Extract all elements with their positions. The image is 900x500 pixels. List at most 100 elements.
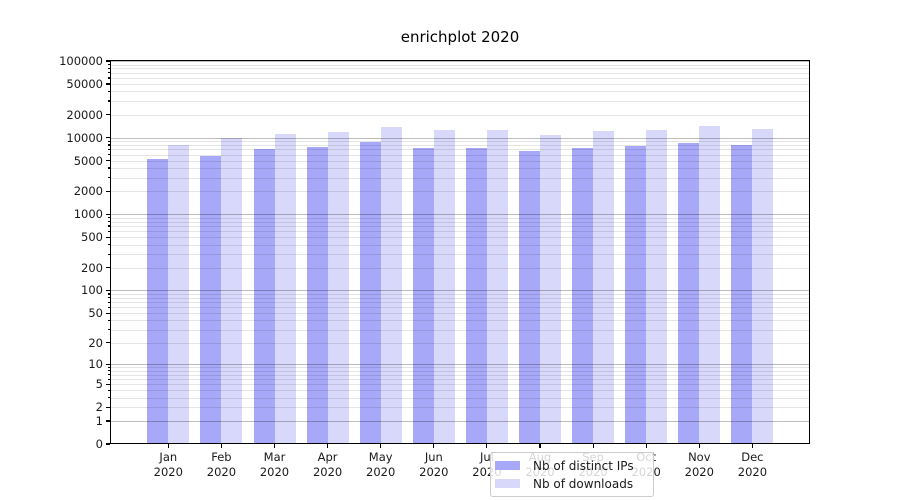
minor-gridline bbox=[110, 221, 810, 223]
y-minor-tick-mark bbox=[107, 144, 110, 146]
minor-gridline bbox=[110, 154, 810, 156]
minor-gridline bbox=[110, 191, 810, 193]
legend-label-downloads: Nb of downloads bbox=[533, 476, 634, 491]
minor-gridline bbox=[110, 374, 810, 376]
bar-distinct-ips bbox=[253, 148, 275, 444]
minor-gridline bbox=[110, 177, 810, 179]
bar-downloads bbox=[221, 137, 243, 444]
y-tick-label: 200 bbox=[81, 260, 103, 275]
y-tick-mark bbox=[106, 312, 110, 314]
minor-gridline bbox=[110, 91, 810, 93]
minor-gridline bbox=[110, 237, 810, 239]
y-tick-label: 5000 bbox=[73, 153, 103, 168]
y-minor-tick-mark bbox=[107, 329, 110, 331]
y-minor-tick-mark bbox=[107, 148, 110, 151]
bar-downloads bbox=[540, 134, 561, 444]
minor-gridline bbox=[110, 231, 810, 233]
minor-gridline bbox=[110, 367, 810, 369]
x-tick-label: Nov 2020 bbox=[684, 450, 714, 479]
y-minor-tick-mark bbox=[107, 67, 110, 69]
y-tick-label: 100 bbox=[81, 283, 103, 298]
minor-gridline bbox=[110, 149, 810, 151]
y-tick-mark bbox=[106, 213, 110, 215]
y-minor-tick-mark bbox=[107, 77, 110, 79]
minor-gridline bbox=[110, 379, 810, 381]
major-gridline bbox=[110, 137, 810, 139]
bar-downloads bbox=[327, 131, 349, 444]
minor-gridline bbox=[110, 168, 810, 170]
y-tick-label: 10000 bbox=[66, 130, 103, 145]
minor-gridline bbox=[110, 244, 810, 246]
x-tick-label: Jun 2020 bbox=[419, 450, 449, 479]
minor-gridline bbox=[110, 302, 810, 304]
y-minor-tick-mark bbox=[107, 389, 110, 392]
minor-gridline bbox=[110, 64, 810, 66]
y-tick-mark bbox=[106, 406, 110, 409]
y-minor-tick-mark bbox=[107, 301, 110, 303]
minor-gridline bbox=[110, 72, 810, 74]
x-tick-mark bbox=[539, 444, 541, 448]
x-tick-mark bbox=[486, 444, 488, 448]
y-minor-tick-mark bbox=[107, 153, 110, 156]
major-gridline bbox=[110, 214, 810, 216]
y-tick-label: 0 bbox=[95, 437, 103, 451]
bar-downloads bbox=[274, 134, 296, 444]
x-tick-label: Dec 2020 bbox=[737, 450, 768, 479]
minor-gridline bbox=[110, 397, 810, 399]
y-tick-mark bbox=[106, 342, 110, 344]
y-minor-tick-mark bbox=[107, 319, 110, 322]
bar-distinct-ips bbox=[359, 141, 381, 444]
bar-downloads bbox=[380, 126, 402, 444]
bar-downloads bbox=[168, 145, 190, 444]
major-gridline bbox=[110, 61, 810, 62]
minor-gridline bbox=[110, 68, 810, 70]
y-minor-tick-mark bbox=[107, 374, 110, 376]
major-gridline bbox=[110, 420, 810, 422]
y-tick-mark bbox=[106, 383, 110, 385]
bar-distinct-ips bbox=[465, 148, 487, 444]
y-tick-label: 500 bbox=[81, 230, 103, 245]
bar-downloads bbox=[486, 130, 508, 444]
y-tick-mark bbox=[106, 363, 110, 365]
minor-gridline bbox=[110, 254, 810, 256]
y-minor-tick-mark bbox=[107, 167, 110, 169]
y-tick-label: 50000 bbox=[66, 77, 103, 92]
x-tick-mark bbox=[645, 444, 647, 448]
legend-swatch-downloads bbox=[495, 478, 520, 489]
y-minor-tick-mark bbox=[107, 397, 110, 399]
y-minor-tick-mark bbox=[107, 366, 110, 368]
y-minor-tick-mark bbox=[107, 378, 110, 380]
x-tick-mark bbox=[751, 444, 753, 448]
y-minor-tick-mark bbox=[107, 220, 110, 223]
y-minor-tick-mark bbox=[107, 253, 110, 255]
legend-row-distinct-ips: Nb of distinct IPs bbox=[495, 459, 647, 473]
x-tick-label: Apr 2020 bbox=[312, 450, 343, 479]
y-tick-mark bbox=[106, 289, 110, 292]
minor-gridline bbox=[110, 145, 810, 147]
bar-downloads bbox=[593, 131, 615, 444]
minor-gridline bbox=[110, 307, 810, 309]
minor-gridline bbox=[110, 77, 810, 79]
x-tick-label: Jan 2020 bbox=[153, 450, 183, 479]
y-minor-tick-mark bbox=[107, 72, 110, 74]
y-minor-tick-mark bbox=[107, 90, 110, 93]
y-tick-label: 1 bbox=[95, 413, 103, 428]
gridlines-layer bbox=[110, 60, 810, 444]
y-minor-tick-mark bbox=[107, 297, 110, 299]
y-tick-label: 20000 bbox=[66, 107, 103, 122]
x-tick-mark bbox=[327, 444, 329, 448]
y-minor-tick-mark bbox=[107, 177, 110, 179]
minor-gridline bbox=[110, 342, 810, 344]
x-tick-mark bbox=[273, 444, 276, 448]
y-minor-tick-mark bbox=[107, 370, 110, 372]
y-tick-mark bbox=[106, 266, 110, 269]
y-tick-mark bbox=[106, 160, 110, 162]
bar-distinct-ips bbox=[678, 143, 700, 444]
y-minor-tick-mark bbox=[107, 306, 110, 308]
bar-downloads bbox=[699, 125, 721, 444]
y-tick-mark bbox=[106, 420, 110, 422]
y-tick-mark bbox=[106, 443, 110, 445]
minor-gridline bbox=[110, 141, 810, 143]
bar-downloads bbox=[646, 129, 668, 444]
